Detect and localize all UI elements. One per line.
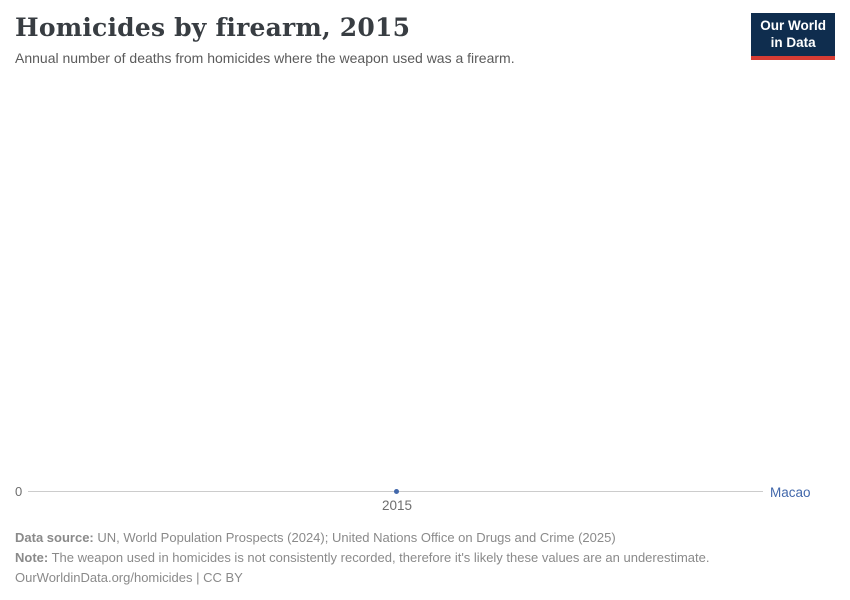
note-line: Note: The weapon used in homicides is no… xyxy=(15,548,835,568)
data-source-line: Data source: UN, World Population Prospe… xyxy=(15,528,835,548)
x-tick-2015: 2015 xyxy=(381,498,412,513)
page-title: Homicides by firearm, 2015 xyxy=(15,13,411,42)
note-text: The weapon used in homicides is not cons… xyxy=(48,550,710,565)
series-label-macao[interactable]: Macao xyxy=(770,485,811,500)
owid-logo[interactable]: Our World in Data xyxy=(751,13,835,60)
note-label: Note: xyxy=(15,550,49,565)
title-block: Homicides by firearm, 2015 Annual number… xyxy=(15,13,515,66)
chart-subtitle: Annual number of deaths from homicides w… xyxy=(15,50,515,66)
data-point-macao-2015[interactable] xyxy=(394,489,400,494)
chart-header: Homicides by firearm, 2015 Annual number… xyxy=(15,13,835,66)
y-axis-zero-label: 0 xyxy=(15,484,23,499)
chart-footer: Data source: UN, World Population Prospe… xyxy=(15,528,835,588)
owid-logo-line1: Our World xyxy=(760,18,826,33)
owid-logo-line2: in Data xyxy=(770,34,816,50)
data-source-label: Data source: xyxy=(15,530,94,545)
license-link[interactable]: OurWorldinData.org/homicides | CC BY xyxy=(15,570,243,585)
x-axis-line: 2015 xyxy=(28,489,763,513)
data-source-text: UN, World Population Prospects (2024); U… xyxy=(93,530,616,545)
